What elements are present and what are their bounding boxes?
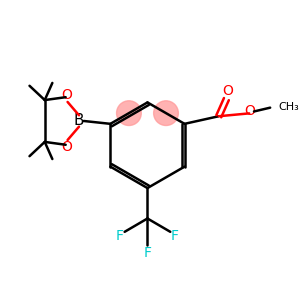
Text: F: F — [171, 229, 179, 243]
Text: O: O — [245, 104, 256, 118]
Text: F: F — [143, 246, 152, 260]
Text: O: O — [222, 85, 233, 98]
Text: F: F — [116, 229, 124, 243]
Circle shape — [117, 101, 141, 125]
Text: CH₃: CH₃ — [279, 102, 299, 112]
Text: O: O — [61, 88, 72, 102]
Text: O: O — [61, 140, 72, 154]
Text: B: B — [74, 113, 84, 128]
Circle shape — [154, 101, 178, 125]
